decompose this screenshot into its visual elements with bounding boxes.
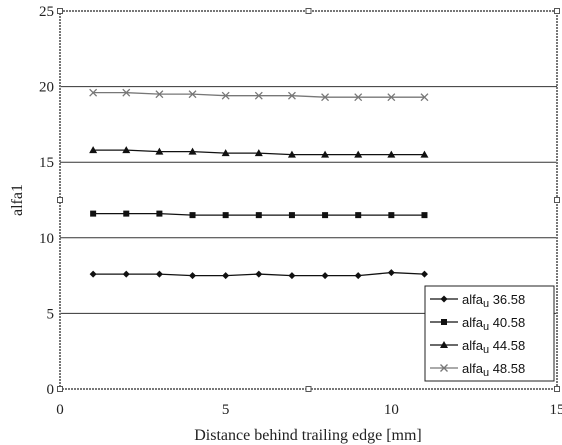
y-tick-label-25: 25 [39, 4, 54, 20]
series-0-point-10 [420, 270, 428, 278]
series-3-point-10-b [420, 93, 429, 102]
legend-marker-2 [440, 341, 448, 348]
series-1-point-8 [355, 212, 362, 219]
series-3-point-5-b [254, 91, 263, 100]
series-0-point-9 [387, 269, 395, 277]
frame-marker-5 [57, 386, 63, 392]
x-tick-label-15: 15 [550, 402, 562, 418]
series-2-point-6 [287, 150, 296, 158]
frame-marker-0 [57, 8, 63, 14]
series-3-point-4 [221, 91, 230, 100]
series-3-point-2 [155, 90, 164, 99]
series-3-point-3-b [188, 90, 197, 99]
series-1-point-1 [123, 210, 130, 217]
series-1-point-4 [222, 212, 229, 219]
series-3-point-6 [287, 91, 296, 100]
legend-marker-3 [440, 364, 448, 372]
legend-label-1: alfau 40.58 [462, 315, 525, 333]
series-2-point-9 [387, 150, 396, 158]
series-1-point-3 [189, 212, 196, 219]
legend-box [424, 285, 555, 382]
series-1-point-5 [255, 212, 262, 219]
series-1-point-6 [288, 212, 295, 219]
series-0-point-4 [222, 272, 230, 280]
legend-marker-1 [441, 319, 447, 325]
series-2-point-3 [188, 147, 197, 155]
series-3-point-8-b [354, 93, 363, 102]
series-0-point-3 [189, 272, 197, 280]
series-3-point-8 [354, 93, 363, 102]
series-3 [89, 88, 429, 102]
series-0-point-0 [89, 270, 97, 278]
gridlines [60, 86, 557, 314]
ticks: 0 5 10 15 20 25 0 5 10 15 [39, 4, 562, 418]
series-1 [90, 210, 428, 219]
legend-label-2: alfau 44.58 [462, 338, 525, 356]
y-tick-label-5: 5 [47, 306, 55, 322]
series-3-point-7 [321, 93, 330, 102]
legend: alfau 36.58 alfau 40.58 alfau 44.58 alfau 4… [424, 285, 555, 382]
series-2-point-10 [420, 150, 429, 158]
series-0 [89, 269, 428, 280]
series-2-point-0 [89, 146, 98, 154]
series-1-point-7 [322, 212, 329, 219]
series-3-point-9-b [387, 93, 396, 102]
series-0-point-8 [354, 272, 362, 280]
series-2 [89, 146, 429, 158]
series-1-point-10 [421, 212, 428, 219]
series-3-point-9 [387, 93, 396, 102]
series-3-point-5 [254, 91, 263, 100]
frame-marker-6 [305, 386, 312, 392]
legend-label-3: alfau 48.58 [462, 361, 525, 379]
y-tick-label-15: 15 [39, 155, 54, 171]
series-0-point-1 [122, 270, 130, 278]
frame-marker-2 [554, 8, 560, 14]
frame-marker-4 [554, 197, 560, 203]
x-tick-label-10: 10 [384, 402, 399, 418]
frame-markers [57, 8, 560, 392]
series-2-point-4 [221, 149, 230, 157]
series-3-point-7-b [321, 93, 330, 102]
series-3-point-0 [89, 88, 98, 97]
series-3-point-2-b [155, 90, 164, 99]
y-axis-label: alfa1 [9, 184, 26, 216]
y-tick-label-10: 10 [39, 231, 54, 247]
series-3-point-0-b [89, 88, 98, 97]
series-0-point-2 [155, 270, 163, 278]
series-3-point-6-b [287, 91, 296, 100]
x-tick-label-5: 5 [222, 402, 230, 418]
x-axis-label: Distance behind trailing edge [mm] [194, 427, 421, 444]
series-2-point-5 [254, 149, 263, 157]
frame-marker-3 [57, 197, 63, 203]
legend-label-0: alfau 36.58 [462, 292, 525, 310]
frame-marker-1 [305, 8, 312, 14]
y-tick-label-0: 0 [47, 382, 55, 398]
series-2-point-8 [354, 150, 363, 158]
series-0-point-5 [255, 270, 263, 278]
series-1-point-0 [90, 210, 97, 217]
series-3-point-1 [122, 88, 131, 97]
series-0-point-7 [321, 272, 329, 280]
legend-marker-0 [440, 295, 448, 303]
series-group [89, 88, 429, 280]
y-tick-label-20: 20 [39, 80, 54, 96]
series-1-point-2 [156, 210, 163, 217]
series-1-point-9 [388, 212, 395, 219]
series-3-point-3 [188, 90, 197, 99]
x-tick-label-0: 0 [56, 402, 64, 418]
frame-marker-7 [554, 386, 560, 392]
series-3-point-10 [420, 93, 429, 102]
series-3-point-1-b [122, 88, 131, 97]
series-2-point-1 [122, 146, 131, 154]
legend-marker-3-b [440, 364, 448, 372]
series-3-point-4-b [221, 91, 230, 100]
series-2-point-2 [155, 147, 164, 155]
series-0-point-6 [288, 272, 296, 280]
series-2-point-7 [321, 150, 330, 158]
